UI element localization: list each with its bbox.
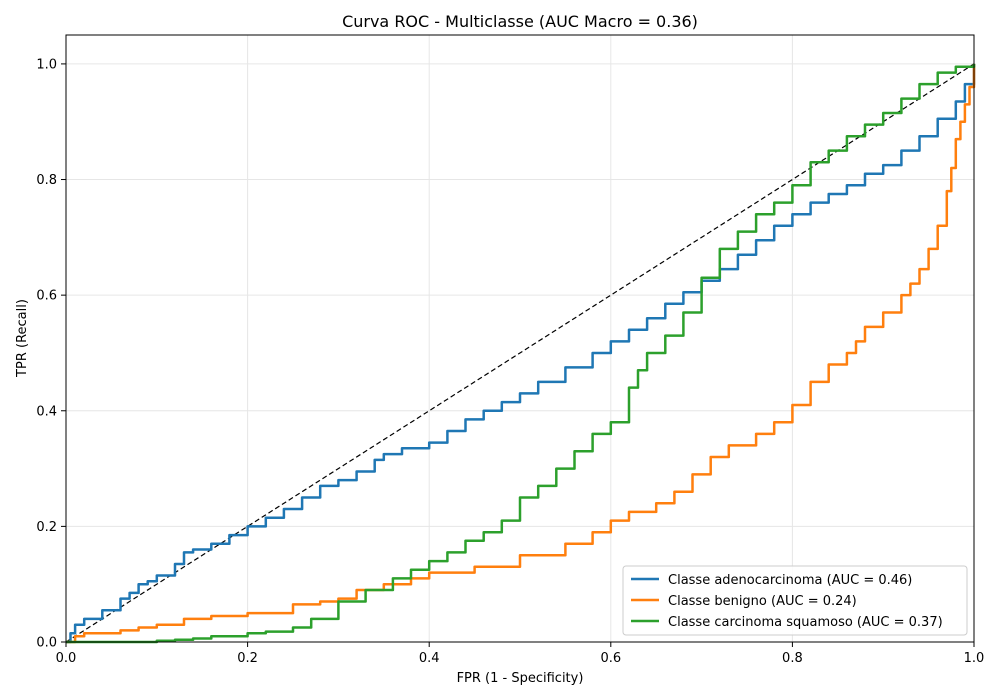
legend-box	[622, 565, 968, 636]
x-tick-label: 0.0	[56, 651, 77, 666]
x-axis-ticks: 0.0 0.2 0.4 0.6 0.8 1.0	[56, 642, 985, 666]
x-tick-label: 0.2	[237, 651, 258, 666]
series-line-2	[66, 63, 976, 644]
chart-title: Curva ROC - Multiclasse (AUC Macro = 0.3…	[342, 12, 698, 31]
x-tick-label: 0.6	[600, 651, 621, 666]
legend-label-2: Classe carcinoma squamoso (AUC = 0.37)	[668, 615, 943, 630]
legend-label-1: Classe benigno (AUC = 0.24)	[668, 594, 857, 609]
x-tick-label: 1.0	[964, 651, 985, 666]
y-tick-label: 1.0	[36, 57, 57, 72]
legend: Classe adenocarcinoma (AUC = 0.46) Classe…	[622, 565, 968, 636]
grid	[65, 35, 975, 643]
diagonal-reference	[65, 63, 975, 643]
series-group	[66, 63, 976, 644]
y-tick-label: 0.8	[36, 173, 57, 188]
y-tick-label: 0.4	[36, 404, 57, 419]
y-axis-label: TPR (Recall)	[15, 299, 30, 378]
y-tick-label: 0.6	[36, 289, 57, 304]
y-axis-ticks: 0.0 0.2 0.4 0.6 0.8 1.0	[36, 57, 66, 651]
diagonal-line	[65, 63, 975, 643]
x-tick-label: 0.4	[419, 651, 440, 666]
series-line-0	[66, 63, 976, 644]
plot-frame	[65, 34, 975, 643]
series-line-1	[66, 63, 976, 644]
legend-label-0: Classe adenocarcinoma (AUC = 0.46)	[668, 573, 912, 588]
x-tick-label: 0.8	[782, 651, 803, 666]
y-tick-label: 0.0	[36, 636, 57, 651]
x-axis-label: FPR (1 - Specificity)	[457, 671, 584, 686]
y-tick-label: 0.2	[36, 520, 57, 535]
